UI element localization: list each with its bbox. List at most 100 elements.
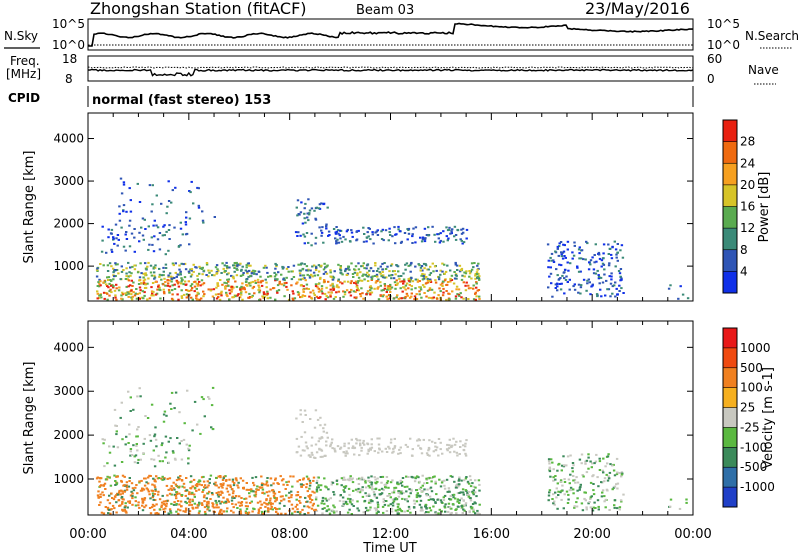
velocity-point — [368, 508, 372, 511]
velocity-point — [375, 496, 379, 499]
velocity-point — [368, 494, 371, 497]
velocity-point — [109, 512, 112, 515]
power-point — [197, 204, 200, 207]
velocity-point — [344, 454, 347, 457]
power-point — [137, 283, 141, 285]
velocity-point — [314, 498, 318, 501]
power-point — [441, 270, 444, 273]
power-point — [267, 275, 270, 278]
velocity-point — [552, 476, 555, 479]
velocity-point — [411, 476, 414, 479]
velocity-point — [548, 466, 551, 469]
velocity-point — [135, 435, 138, 438]
power-point — [251, 280, 255, 283]
velocity-point — [419, 494, 422, 497]
velocity-point — [374, 478, 377, 481]
velocity-point — [217, 495, 220, 498]
velocity-point — [565, 464, 568, 467]
velocity-point — [190, 503, 193, 506]
velocity-point — [371, 488, 374, 491]
power-point — [110, 250, 114, 253]
power-point — [451, 228, 454, 231]
velocity-point — [210, 492, 214, 494]
power-point — [230, 290, 233, 293]
power-point — [225, 265, 229, 267]
velocity-point — [459, 446, 462, 448]
velocity-point — [565, 490, 569, 493]
velocity-point — [390, 507, 394, 510]
velocity-point — [320, 502, 323, 505]
power-point — [201, 219, 205, 222]
velocity-point — [211, 386, 215, 389]
power-point — [619, 268, 623, 270]
power-point — [382, 289, 385, 292]
velocity-point — [589, 498, 592, 500]
power-point — [158, 288, 161, 291]
velocity-point — [142, 442, 145, 445]
power-point — [245, 283, 248, 286]
velocity-point — [127, 500, 130, 503]
power-point — [592, 268, 596, 271]
power-point — [383, 287, 386, 290]
velocity-point — [399, 482, 403, 485]
velocity-point — [394, 486, 398, 489]
velocity-point — [313, 509, 316, 512]
velocity-point — [277, 483, 280, 485]
velocity-point — [447, 502, 451, 505]
velocity-point — [400, 492, 403, 495]
power-point — [414, 265, 417, 268]
power-point — [227, 272, 230, 275]
velocity-point — [396, 512, 399, 515]
power-point — [161, 234, 164, 237]
power-point — [613, 240, 616, 243]
power-point — [392, 297, 395, 300]
power-point — [618, 290, 621, 292]
velocity-point — [164, 435, 168, 438]
velocity-point — [417, 476, 420, 479]
velocity-point — [217, 475, 220, 478]
velocity-point — [115, 494, 118, 496]
velocity-point — [321, 499, 325, 502]
velocity-point — [360, 449, 363, 452]
velocity-point — [174, 494, 178, 497]
velocity-point — [458, 492, 461, 494]
velocity-point — [303, 431, 307, 434]
velocity-point — [120, 489, 123, 492]
power-point — [576, 266, 579, 269]
velocity-point — [399, 446, 402, 449]
power-point — [160, 202, 163, 205]
power-point — [250, 296, 253, 299]
velocity-point — [124, 443, 127, 446]
power-point — [437, 294, 440, 297]
velocity-point — [292, 475, 295, 478]
velocity-point — [311, 504, 315, 507]
velocity-point — [475, 495, 478, 498]
power-point — [274, 298, 277, 301]
velocity-point — [342, 489, 345, 492]
power-point — [413, 295, 417, 298]
power-point — [374, 264, 377, 267]
power-point — [262, 291, 266, 294]
velocity-point — [264, 505, 267, 508]
power-point — [196, 298, 199, 301]
velocity-point — [106, 475, 109, 478]
power-point — [187, 280, 190, 283]
power-point — [449, 280, 452, 283]
velocity-point — [425, 477, 428, 480]
velocity-point — [217, 506, 220, 509]
velocity-point — [221, 486, 224, 489]
velocity-point — [547, 499, 550, 502]
power-point — [141, 217, 145, 220]
power-point — [311, 265, 314, 268]
power-ylabel: Slant Range [km] — [22, 151, 37, 264]
velocity-point — [110, 492, 113, 495]
power-point — [236, 268, 239, 271]
power-point — [141, 234, 145, 237]
power-point — [411, 233, 414, 236]
power-point — [577, 248, 581, 251]
power-point — [323, 279, 326, 281]
velocity-point — [408, 488, 411, 491]
velocity-point — [153, 478, 156, 481]
power-point — [473, 262, 476, 264]
velocity-point — [568, 482, 571, 485]
